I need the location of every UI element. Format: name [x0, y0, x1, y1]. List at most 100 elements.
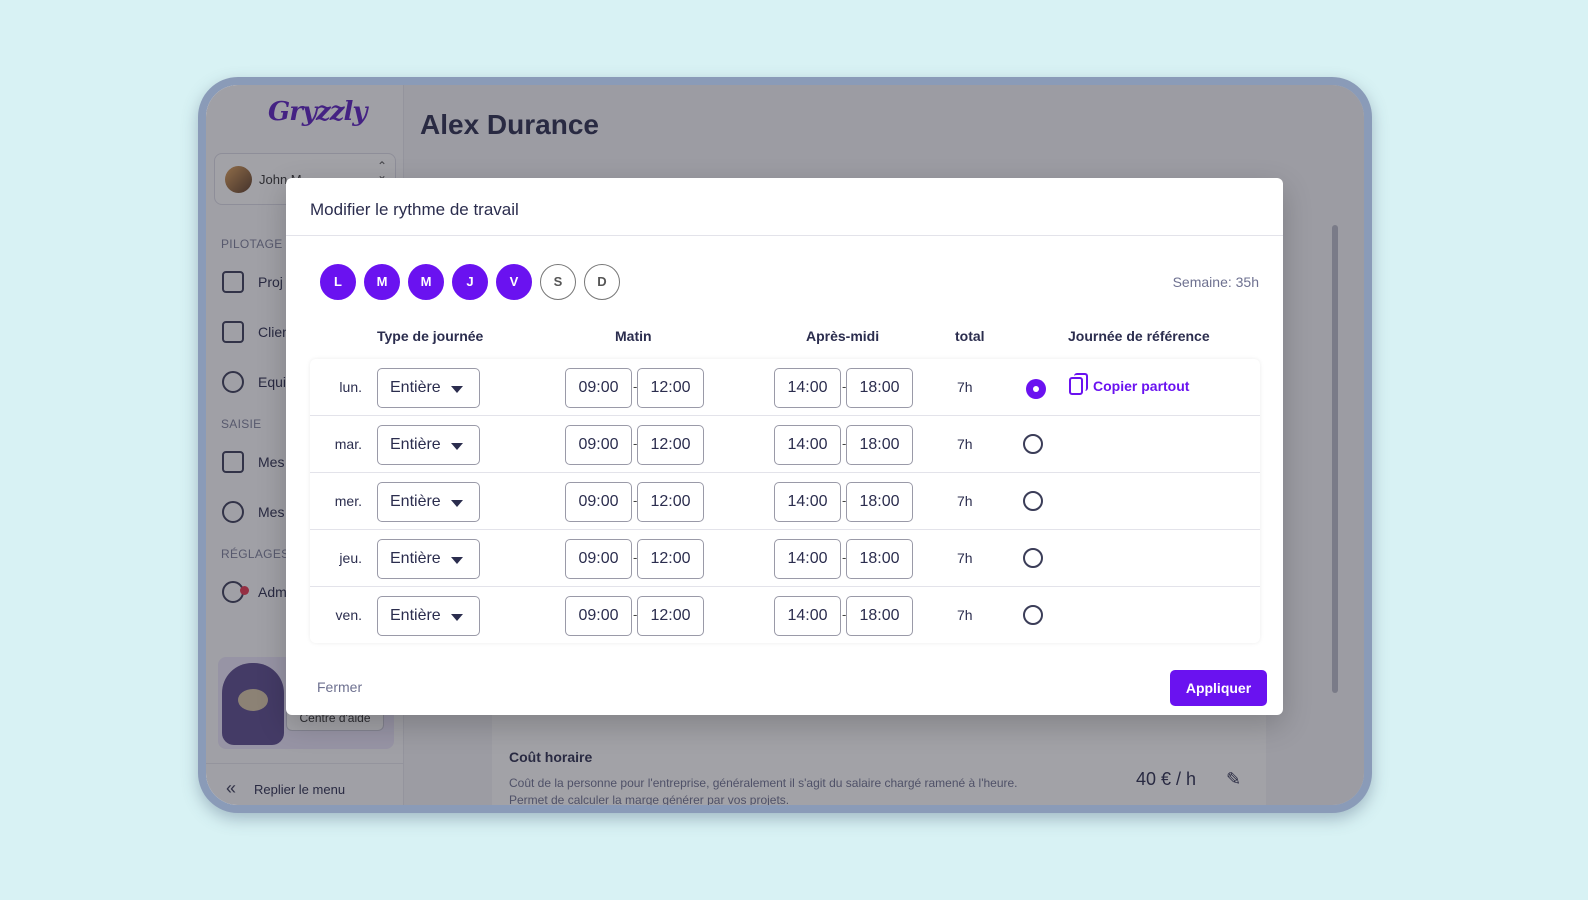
afternoon-start-input[interactable]: 14:00: [774, 482, 841, 522]
morning-start-input[interactable]: 09:00: [565, 482, 632, 522]
select-value: Entière: [390, 379, 441, 396]
reference-radio[interactable]: [1023, 548, 1043, 568]
row-total: 7h: [957, 493, 973, 509]
traveler-icon: [222, 501, 244, 523]
section-reglages: RÉGLAGES: [221, 547, 290, 561]
row-total: 7h: [957, 379, 973, 395]
day-type-select[interactable]: Entière: [377, 368, 480, 408]
cost-title: Coût horaire: [509, 749, 593, 765]
morning-start-input[interactable]: 09:00: [565, 368, 632, 408]
morning-end-input[interactable]: 12:00: [637, 596, 704, 636]
select-value: Entière: [390, 436, 441, 453]
morning-start-input[interactable]: 09:00: [565, 596, 632, 636]
day-type-select[interactable]: Entière: [377, 425, 480, 465]
table-row: mar. Entière 09:00 - 12:00 14:00 - 18:00…: [310, 416, 1260, 473]
table-row: lun. Entière 09:00 - 12:00 14:00 - 18:00…: [310, 359, 1260, 416]
caret-down-icon: [451, 443, 463, 450]
day-toggle-sunday[interactable]: D: [584, 264, 620, 300]
day-type-select[interactable]: Entière: [377, 482, 480, 522]
time-separator: -: [633, 379, 638, 394]
scrollbar[interactable]: [1332, 225, 1338, 693]
work-rhythm-modal: Modifier le rythme de travail L M M J V …: [286, 178, 1283, 715]
day-type-select[interactable]: Entière: [377, 596, 480, 636]
afternoon-end-input[interactable]: 18:00: [846, 539, 913, 579]
time-separator: -: [842, 607, 847, 622]
copy-everywhere-button[interactable]: Copier partout: [1069, 373, 1190, 395]
time-separator: -: [633, 607, 638, 622]
reference-radio[interactable]: [1023, 434, 1043, 454]
select-value: Entière: [390, 493, 441, 510]
day-toggle-tuesday[interactable]: M: [364, 264, 400, 300]
sidebar-item-expenses[interactable]: Mes: [222, 501, 284, 523]
table-row: ven. Entière 09:00 - 12:00 14:00 - 18:00…: [310, 587, 1260, 644]
morning-end-input[interactable]: 12:00: [637, 539, 704, 579]
day-toggle-monday[interactable]: L: [320, 264, 356, 300]
collapse-menu-button[interactable]: « Replier le menu: [206, 763, 404, 805]
bear-mascot-icon: [222, 663, 284, 745]
cost-description: Coût de la personne pour l'entreprise, g…: [509, 776, 1018, 805]
sidebar-item-team[interactable]: Equi: [222, 371, 286, 393]
day-toggle-wednesday[interactable]: M: [408, 264, 444, 300]
contact-card-icon: [222, 321, 244, 343]
afternoon-start-input[interactable]: 14:00: [774, 596, 841, 636]
row-day: mar.: [334, 436, 362, 452]
reference-radio[interactable]: [1026, 379, 1046, 399]
pencil-icon[interactable]: ✎: [1226, 769, 1242, 789]
day-toggle-thursday[interactable]: J: [452, 264, 488, 300]
select-value: Entière: [390, 607, 441, 624]
row-day: mer.: [334, 493, 362, 509]
afternoon-start-input[interactable]: 14:00: [774, 425, 841, 465]
morning-end-input[interactable]: 12:00: [637, 425, 704, 465]
afternoon-start-input[interactable]: 14:00: [774, 539, 841, 579]
row-total: 7h: [957, 607, 973, 623]
morning-end-input[interactable]: 12:00: [637, 482, 704, 522]
afternoon-end-input[interactable]: 18:00: [846, 482, 913, 522]
afternoon-end-input[interactable]: 18:00: [846, 425, 913, 465]
sidebar-item-label: Adm: [258, 584, 287, 600]
time-separator: -: [842, 379, 847, 394]
avatar: [225, 166, 252, 193]
caret-down-icon: [451, 557, 463, 564]
sidebar-item-label: Mes: [258, 504, 285, 520]
sidebar-item-label: Proj: [258, 274, 283, 290]
morning-start-input[interactable]: 09:00: [565, 539, 632, 579]
time-separator: -: [842, 493, 847, 508]
close-button[interactable]: Fermer: [317, 679, 363, 695]
time-separator: -: [842, 550, 847, 565]
day-type-select[interactable]: Entière: [377, 539, 480, 579]
briefcase-icon: [222, 271, 244, 293]
time-separator: -: [633, 493, 638, 508]
day-toggle-saturday[interactable]: S: [540, 264, 576, 300]
morning-start-input[interactable]: 09:00: [565, 425, 632, 465]
row-day: lun.: [339, 379, 362, 395]
team-icon: [222, 371, 244, 393]
morning-end-input[interactable]: 12:00: [637, 368, 704, 408]
reference-radio[interactable]: [1023, 491, 1043, 511]
sidebar-item-time[interactable]: Mes: [222, 451, 284, 473]
sidebar-item-projects[interactable]: Proj: [222, 271, 283, 293]
copy-label: Copier partout: [1093, 378, 1190, 394]
sidebar-item-label: Clien: [258, 324, 290, 340]
cost-value: 40 € / h: [1136, 769, 1197, 789]
afternoon-start-input[interactable]: 14:00: [774, 368, 841, 408]
day-toggle-friday[interactable]: V: [496, 264, 532, 300]
section-pilotage: PILOTAGE: [221, 237, 283, 251]
caret-down-icon: [451, 386, 463, 393]
calendar-icon: [222, 451, 244, 473]
afternoon-end-input[interactable]: 18:00: [846, 596, 913, 636]
header-day-type: Type de journée: [377, 328, 484, 344]
page-title: Alex Durance: [420, 109, 599, 140]
table-row: mer. Entière 09:00 - 12:00 14:00 - 18:00…: [310, 473, 1260, 530]
apply-button[interactable]: Appliquer: [1170, 670, 1267, 706]
header-afternoon: Après-midi: [806, 328, 880, 344]
double-chevron-left-icon: «: [226, 778, 237, 798]
sidebar-item-clients[interactable]: Clien: [222, 321, 290, 343]
caret-down-icon: [451, 614, 463, 621]
caret-down-icon: [451, 500, 463, 507]
cost-card: [492, 705, 1266, 805]
afternoon-end-input[interactable]: 18:00: [846, 368, 913, 408]
sidebar-item-label: Mes: [258, 454, 285, 470]
notification-dot: [240, 586, 249, 595]
reference-radio[interactable]: [1023, 605, 1043, 625]
app-logo[interactable]: Gryzzly: [268, 97, 368, 127]
